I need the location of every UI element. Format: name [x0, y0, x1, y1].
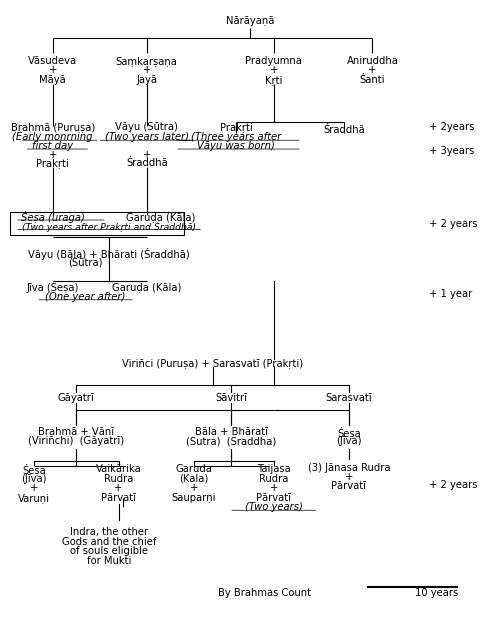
Text: of souls eligible: of souls eligible: [70, 546, 148, 556]
Text: Prakṛti: Prakṛti: [220, 122, 252, 132]
Text: Sāvitrī: Sāvitrī: [215, 393, 247, 403]
Text: Gods and the chief: Gods and the chief: [62, 536, 156, 546]
Text: Garuḍa (Kāla): Garuḍa (Kāla): [112, 282, 182, 292]
Text: + 2years: + 2years: [429, 122, 474, 132]
Text: Pārvatī: Pārvatī: [331, 481, 366, 492]
Text: Sarasvatī: Sarasvatī: [325, 393, 372, 403]
Text: +: +: [30, 483, 38, 493]
Text: (Jīva): (Jīva): [21, 474, 47, 484]
Text: Śeṣa: Śeṣa: [22, 463, 46, 475]
Text: (Kala): (Kala): [179, 474, 208, 484]
Text: (One year after): (One year after): [45, 292, 126, 302]
Text: +: +: [269, 66, 278, 76]
Text: (Two years later): (Two years later): [105, 132, 189, 142]
Text: Brahmā (Puruṣa): Brahmā (Puruṣa): [11, 122, 95, 132]
Text: Kṛti: Kṛti: [265, 75, 283, 85]
Text: Aniruddha: Aniruddha: [346, 56, 398, 66]
Text: Śeṣa (uraga): Śeṣa (uraga): [21, 211, 84, 223]
Text: Vāyu (Bāla) + Bhārati (Śraddhā): Vāyu (Bāla) + Bhārati (Śraddhā): [28, 248, 190, 260]
Text: Prakṛti: Prakṛti: [36, 158, 69, 168]
Text: Vāyu (Sūtra): Vāyu (Sūtra): [115, 122, 178, 132]
Text: (Three years after: (Three years after: [191, 132, 281, 142]
Text: Sauparṇi: Sauparṇi: [172, 493, 216, 503]
Text: Taijasa: Taijasa: [257, 464, 291, 475]
Text: +: +: [345, 472, 353, 482]
Text: first day: first day: [32, 141, 73, 151]
Text: + 2 years: + 2 years: [429, 220, 477, 230]
Text: Rudra: Rudra: [104, 474, 133, 484]
Text: Vaikārika: Vaikārika: [96, 464, 142, 475]
Text: for Mukti: for Mukti: [87, 555, 131, 565]
Text: + 3years: + 3years: [429, 146, 474, 156]
Text: Garuḍa (Kāla): Garuḍa (Kāla): [126, 212, 196, 222]
Text: Jayā: Jayā: [136, 75, 157, 85]
Text: (3) Jānasa Rudra: (3) Jānasa Rudra: [308, 463, 390, 473]
Text: (Sūtra): (Sūtra): [68, 257, 103, 268]
Text: Viriñci (Puruṣa) + Sarasvatī (Prakṛti): Viriñci (Puruṣa) + Sarasvatī (Prakṛti): [122, 358, 303, 368]
Text: +: +: [190, 483, 198, 493]
Text: Nārāyaṇā: Nārāyaṇā: [226, 16, 274, 27]
Text: +: +: [142, 150, 151, 160]
Text: Brahmā + Vānī: Brahmā + Vānī: [38, 427, 114, 437]
Text: +: +: [269, 483, 278, 493]
Text: Māyā: Māyā: [40, 75, 66, 85]
Text: 10 years: 10 years: [415, 588, 458, 598]
Text: Śraddhā: Śraddhā: [126, 158, 168, 168]
Text: (Two years after Prakṛti and Śraddhā): (Two years after Prakṛti and Śraddhā): [22, 221, 196, 232]
Text: Vāsudeva: Vāsudeva: [28, 56, 77, 66]
Text: (Early monrning: (Early monrning: [13, 132, 93, 142]
Text: +: +: [48, 150, 57, 160]
Text: Saṃkarṣaṇa: Saṃkarṣaṇa: [116, 56, 178, 66]
Text: Bāla + Bhāratī: Bāla + Bhāratī: [195, 427, 268, 437]
Text: +: +: [142, 66, 151, 76]
Text: + 2 years: + 2 years: [429, 480, 477, 490]
Text: + 1 year: + 1 year: [429, 288, 472, 298]
Text: Pārvatī: Pārvatī: [101, 493, 136, 503]
Text: +: +: [114, 483, 123, 493]
Text: Pradyumna: Pradyumna: [245, 56, 302, 66]
Text: +: +: [368, 66, 377, 76]
Text: (Sutra)  (Sraddha): (Sutra) (Sraddha): [186, 436, 277, 446]
Text: Varuṇi: Varuṇi: [18, 493, 50, 503]
Text: Gāyatrī: Gāyatrī: [58, 393, 95, 403]
Text: Garuda: Garuda: [175, 464, 212, 475]
Text: Rudra: Rudra: [259, 474, 288, 484]
Text: Pārvatī: Pārvatī: [256, 493, 291, 503]
Text: (Two years): (Two years): [245, 502, 303, 512]
Text: Śraddhā: Śraddhā: [324, 125, 365, 135]
Bar: [10, 212, 184, 235]
Text: Vāyu was born): Vāyu was born): [197, 141, 275, 151]
Text: (Viriñchi)  (Gāyatrī): (Viriñchi) (Gāyatrī): [28, 436, 124, 446]
Text: +: +: [48, 66, 57, 76]
Text: By Brahmas Count: By Brahmas Count: [218, 588, 311, 598]
Text: Śanti: Śanti: [360, 75, 385, 85]
Text: Śeṣa: Śeṣa: [337, 426, 361, 438]
Text: Indra, the other: Indra, the other: [70, 528, 148, 537]
Text: Jīva (Śeṣa): Jīva (Śeṣa): [26, 281, 79, 293]
Text: (Jīva): (Jīva): [336, 435, 362, 445]
